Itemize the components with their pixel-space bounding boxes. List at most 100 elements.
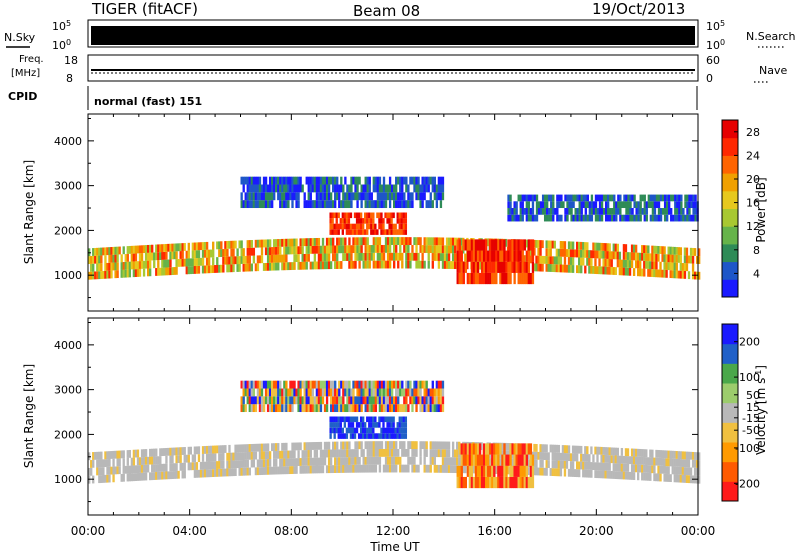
power-data-cell <box>421 176 424 185</box>
velocity-data-cell <box>273 458 276 467</box>
velocity-data-cell <box>346 404 349 413</box>
velocity-data-cell <box>313 442 317 450</box>
power-data-cell <box>513 261 516 273</box>
power-data-cell <box>423 192 426 201</box>
power-data-cell <box>649 214 653 222</box>
velocity-data-cell <box>358 404 361 413</box>
velocity-data-cell <box>398 427 401 434</box>
velocity-data-cell <box>344 388 347 397</box>
power-data-cell <box>517 194 520 202</box>
power-data-cell <box>635 201 638 209</box>
power-data-cell <box>653 201 657 209</box>
power-data-cell <box>277 254 280 263</box>
velocity-data-cell <box>161 463 164 472</box>
power-data-cell <box>334 261 337 269</box>
power-data-cell <box>264 247 268 256</box>
power-data-cell <box>401 184 404 193</box>
velocity-data-cell <box>649 473 652 481</box>
velocity-data-cell <box>404 433 408 439</box>
time-axis-title: Time UT <box>369 540 420 554</box>
velocity-data-cell <box>380 404 384 413</box>
velocity-data-cell <box>183 454 186 463</box>
velocity-data-cell <box>472 465 475 474</box>
velocity-data-cell <box>281 396 284 405</box>
velocity-data-cell <box>218 461 221 469</box>
velocity-data-cell <box>329 433 332 439</box>
velocity-data-cell <box>403 388 406 397</box>
velocity-data-cell <box>376 388 380 397</box>
power-data-cell <box>594 258 597 267</box>
power-data-cell <box>501 261 504 273</box>
power-data-cell <box>466 261 469 270</box>
power-data-cell <box>159 252 162 260</box>
power-data-cell <box>395 192 398 201</box>
power-data-cell <box>509 214 512 222</box>
velocity-data-cell <box>372 380 375 389</box>
velocity-data-cell <box>250 380 253 389</box>
velocity-data-cell <box>671 458 674 467</box>
power-data-cell <box>611 194 614 202</box>
power-data-cell <box>246 200 249 209</box>
velocity-data-cell <box>287 466 290 475</box>
velocity-data-cell <box>456 449 459 458</box>
velocity-data-cell <box>315 465 319 474</box>
velocity-data-cell <box>423 456 426 465</box>
power-data-cell <box>264 262 268 271</box>
power-data-cell <box>590 265 593 274</box>
freq-tick-bottom: 8 <box>66 72 73 85</box>
velocity-data-cell <box>586 454 589 462</box>
velocity-data-cell <box>667 458 670 467</box>
velocity-data-cell <box>205 461 209 470</box>
velocity-data-cell <box>260 380 264 389</box>
power-data-cell <box>386 229 389 235</box>
power-data-cell <box>344 253 347 261</box>
velocity-data-cell <box>268 466 272 475</box>
power-data-cell <box>576 265 579 274</box>
velocity-data-cell <box>527 443 531 455</box>
power-data-cell <box>246 247 249 256</box>
power-data-cell <box>673 270 676 279</box>
power-data-cell <box>472 272 476 285</box>
power-data-cell <box>537 201 541 209</box>
power-data-cell <box>607 201 610 209</box>
power-data-cell <box>372 176 375 185</box>
power-data-cell <box>679 247 683 256</box>
power-data-cell <box>451 237 455 246</box>
velocity-xaxis-ticks <box>87 318 699 515</box>
power-data-cell <box>571 265 575 273</box>
power-data-cell <box>275 176 278 185</box>
velocity-data-cell <box>151 448 154 457</box>
power-data-cell <box>173 267 176 275</box>
velocity-data-cell <box>212 469 215 477</box>
velocity-data-cell <box>417 396 420 405</box>
power-data-cell <box>427 237 430 246</box>
power-data-cell <box>645 208 648 215</box>
velocity-data-cell <box>515 465 518 477</box>
power-data-cell <box>501 250 504 262</box>
power-data-cell <box>92 248 95 256</box>
velocity-data-cell <box>90 467 93 476</box>
velocity-data-cell <box>349 416 353 423</box>
power-data-cell <box>260 192 264 201</box>
velocity-data-cell <box>409 441 412 449</box>
velocity-data-cell <box>525 443 529 455</box>
power-data-cell <box>559 264 563 273</box>
power-data-cell <box>199 242 203 251</box>
velocity-data-cell <box>205 469 209 478</box>
power-data-cell <box>350 192 353 201</box>
velocity-data-cell <box>205 453 209 462</box>
velocity-data-cell <box>600 462 603 471</box>
velocity-data-cell <box>671 466 674 475</box>
power-data-cell <box>273 262 276 271</box>
velocity-data-cell <box>339 433 342 439</box>
velocity-data-cell <box>268 380 272 389</box>
velocity-data-cell <box>497 454 500 466</box>
power-data-cell <box>398 223 401 230</box>
velocity-data-cell <box>102 459 105 468</box>
power-data-cell <box>205 241 209 250</box>
power-data-cell <box>289 192 292 201</box>
power-data-cell <box>315 261 319 270</box>
power-data-cell <box>356 252 359 261</box>
power-data-cell <box>254 192 258 201</box>
power-data-cell <box>307 246 310 254</box>
